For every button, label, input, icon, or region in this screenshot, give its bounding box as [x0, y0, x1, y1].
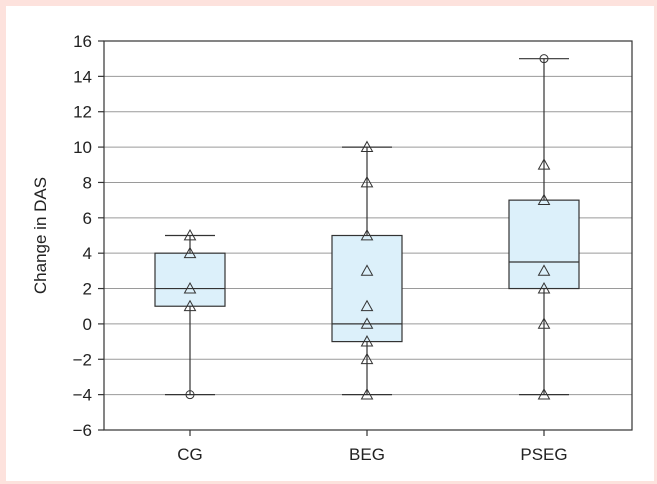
data-point-triangle — [183, 299, 197, 312]
data-point-triangle — [537, 388, 551, 400]
data-point-triangle — [360, 388, 374, 400]
data-point-triangle — [183, 282, 197, 294]
data-point-triangle — [537, 282, 551, 294]
outlier-circle — [539, 54, 549, 64]
data-point-triangle — [183, 246, 197, 259]
data-point-triangle — [360, 264, 374, 276]
data-point-triangle — [183, 228, 197, 241]
y-tick-label: 0 — [83, 315, 92, 334]
x-category-label: BEG — [349, 445, 385, 464]
y-tick-label: −6 — [73, 421, 92, 440]
iqr-box — [331, 234, 403, 343]
y-tick-label: −4 — [73, 386, 92, 405]
y-tick-label: 6 — [83, 209, 92, 228]
data-point-triangle — [360, 335, 374, 347]
y-axis-title: Change in DAS — [31, 177, 50, 294]
x-category-label: CG — [177, 445, 203, 464]
data-point-triangle — [537, 158, 551, 170]
data-point-triangle — [360, 140, 374, 152]
data-point-triangle — [360, 228, 374, 241]
y-tick-label: 10 — [73, 138, 92, 157]
data-point-triangle — [360, 175, 374, 188]
x-category-label: PSEG — [520, 445, 567, 464]
iqr-box — [154, 252, 226, 307]
data-point-triangle — [537, 317, 551, 329]
y-tick-label: 16 — [73, 32, 92, 51]
y-tick-label: 8 — [83, 173, 92, 192]
y-tick-label: 14 — [73, 67, 92, 86]
data-point-triangle — [360, 299, 374, 312]
iqr-box — [508, 199, 580, 290]
data-point-triangle — [360, 352, 374, 365]
y-tick-label: 4 — [83, 244, 92, 263]
outlier-circle — [185, 390, 195, 400]
y-tick-label: 2 — [83, 280, 92, 299]
data-point-triangle — [537, 193, 551, 206]
y-tick-label: 12 — [73, 103, 92, 122]
plot-area-frame — [103, 40, 633, 431]
data-point-triangle — [360, 317, 374, 329]
y-tick-label: −2 — [73, 350, 92, 369]
data-point-triangle — [537, 264, 551, 276]
